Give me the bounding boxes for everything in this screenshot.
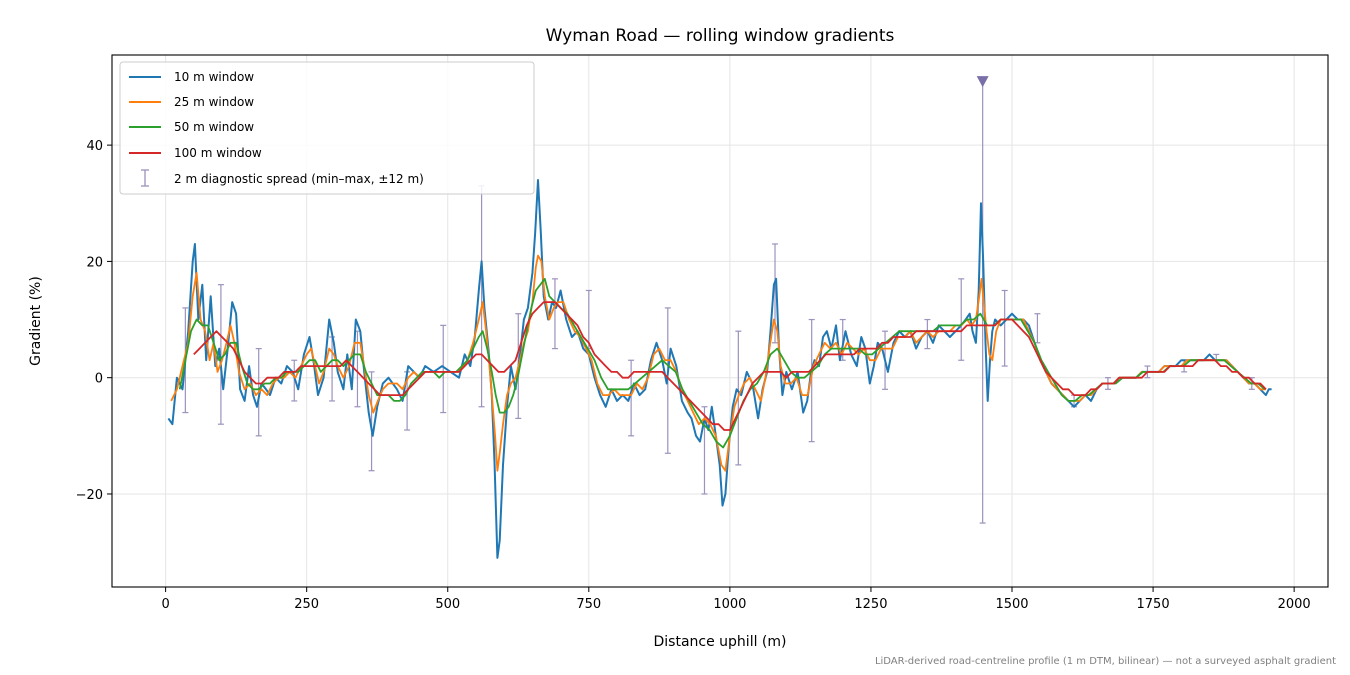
errorbar <box>958 278 965 361</box>
errorbar <box>808 318 815 443</box>
legend-label-50m: 50 m window <box>174 120 254 134</box>
x-tick-label: 1000 <box>713 597 746 612</box>
legend-label-10m: 10 m window <box>174 70 254 84</box>
footnote: LiDAR-derived road-centreline profile (1… <box>875 656 1336 667</box>
x-tick-label: 1750 <box>1137 597 1170 612</box>
y-tick-label: 0 <box>95 372 103 387</box>
plot-frame <box>111 54 1329 588</box>
series-lines <box>167 179 1272 559</box>
legend-label-errorbars: 2 m diagnostic spread (min–max, ±12 m) <box>174 172 424 186</box>
x-tick-label: 1500 <box>995 597 1028 612</box>
x-tick-label: 500 <box>435 597 460 612</box>
axis-ticks: 0 250 500 750 1000 1250 1500 1750 2000 −20 0 20 40 <box>76 139 1311 612</box>
errorbar <box>291 359 298 402</box>
x-tick-label: 0 <box>161 597 169 612</box>
legend-label-100m: 100 m window <box>174 146 262 160</box>
errorbar <box>1034 313 1041 344</box>
legend-label-25m: 25 m window <box>174 95 254 109</box>
errorbar <box>1001 289 1008 367</box>
y-tick-label: −20 <box>76 488 103 503</box>
series-line <box>178 277 1266 449</box>
legend-box <box>119 61 535 195</box>
y-tick-label: 20 <box>86 255 103 270</box>
errorbar <box>628 359 635 437</box>
legend-errorbar-symbol <box>141 169 149 187</box>
x-axis-label: Distance uphill (m) <box>654 634 787 650</box>
series-line <box>167 179 1272 559</box>
errorbar <box>924 318 931 350</box>
errorbar <box>551 278 558 350</box>
errorbar <box>368 371 375 472</box>
y-tick-label: 40 <box>86 139 103 154</box>
chart-title: Wyman Road — rolling window gradients <box>546 26 895 46</box>
errorbar <box>440 324 447 414</box>
x-tick-label: 750 <box>576 597 601 612</box>
x-tick-label: 2000 <box>1278 597 1311 612</box>
series-line <box>193 301 1267 431</box>
y-axis-label: Gradient (%) <box>28 276 44 366</box>
legend: 10 m window 25 m window 50 m window 100 … <box>119 61 535 195</box>
series-line <box>170 254 1266 472</box>
x-tick-label: 250 <box>294 597 319 612</box>
errorbar-overflow-marker <box>976 76 989 88</box>
errorbar <box>217 284 224 425</box>
x-tick-label: 1250 <box>854 597 887 612</box>
